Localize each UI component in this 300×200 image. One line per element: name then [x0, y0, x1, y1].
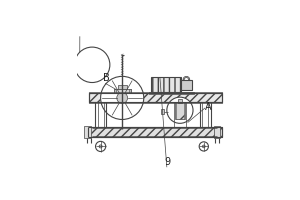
Circle shape [167, 97, 193, 123]
Wedge shape [183, 76, 190, 80]
Bar [161, 109, 164, 114]
Circle shape [117, 93, 128, 103]
Circle shape [202, 145, 205, 148]
Bar [89, 93, 221, 102]
Bar [88, 127, 221, 137]
Circle shape [199, 142, 208, 151]
Bar [85, 126, 91, 138]
Bar [181, 80, 192, 90]
Bar [118, 85, 127, 89]
Bar [151, 77, 181, 92]
Text: A: A [205, 102, 212, 112]
Bar [175, 102, 185, 119]
Circle shape [74, 47, 110, 83]
Text: B: B [103, 73, 110, 83]
Bar [178, 99, 182, 103]
Bar [176, 102, 184, 119]
Bar [114, 89, 131, 93]
Bar [214, 126, 220, 138]
Text: 9: 9 [164, 157, 171, 167]
Circle shape [99, 145, 102, 148]
Bar [149, 92, 194, 94]
Circle shape [95, 141, 106, 152]
Bar [114, 89, 116, 93]
Bar [129, 89, 131, 93]
Circle shape [100, 76, 144, 119]
